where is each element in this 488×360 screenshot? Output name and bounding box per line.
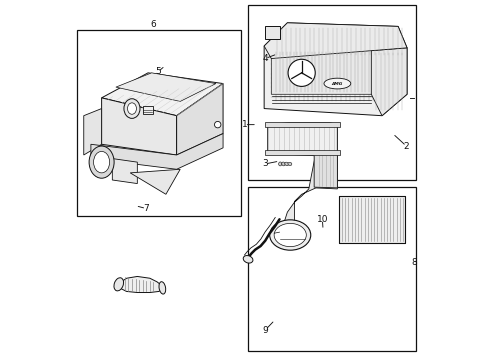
- Polygon shape: [102, 98, 176, 155]
- Polygon shape: [267, 123, 337, 156]
- Text: 8: 8: [410, 258, 416, 267]
- Ellipse shape: [214, 121, 221, 128]
- Polygon shape: [176, 84, 223, 155]
- Ellipse shape: [89, 146, 114, 178]
- Polygon shape: [264, 23, 406, 59]
- Text: 4: 4: [262, 54, 267, 63]
- Ellipse shape: [274, 224, 305, 247]
- Text: 5: 5: [155, 67, 161, 76]
- Ellipse shape: [114, 278, 123, 291]
- Ellipse shape: [278, 162, 281, 166]
- Bar: [264, 150, 340, 156]
- Bar: [264, 122, 340, 127]
- Ellipse shape: [281, 162, 285, 166]
- Polygon shape: [116, 73, 216, 102]
- Bar: [77, 30, 241, 216]
- Polygon shape: [83, 109, 102, 155]
- Polygon shape: [91, 134, 223, 169]
- Text: 6: 6: [150, 20, 156, 29]
- Polygon shape: [112, 158, 137, 184]
- Circle shape: [287, 59, 315, 86]
- Text: 9: 9: [262, 325, 267, 334]
- Ellipse shape: [243, 256, 252, 263]
- Bar: [247, 5, 415, 180]
- Ellipse shape: [269, 220, 310, 250]
- Ellipse shape: [159, 282, 165, 294]
- Polygon shape: [284, 152, 337, 221]
- Polygon shape: [102, 73, 223, 116]
- Polygon shape: [313, 152, 337, 188]
- Ellipse shape: [324, 78, 350, 89]
- Text: 3: 3: [262, 159, 267, 168]
- Polygon shape: [271, 46, 372, 94]
- Text: AMG: AMG: [331, 82, 343, 86]
- Text: 2: 2: [403, 141, 408, 150]
- Text: 10: 10: [316, 215, 327, 224]
- Ellipse shape: [127, 103, 136, 114]
- Text: 1: 1: [241, 120, 247, 129]
- Ellipse shape: [93, 152, 109, 173]
- Ellipse shape: [123, 99, 140, 118]
- Bar: [264, 26, 280, 39]
- Bar: [339, 196, 405, 243]
- Text: 7: 7: [143, 204, 149, 213]
- Polygon shape: [130, 169, 180, 194]
- Ellipse shape: [284, 162, 288, 166]
- Polygon shape: [370, 48, 406, 116]
- Polygon shape: [264, 23, 406, 116]
- Polygon shape: [119, 276, 163, 293]
- Ellipse shape: [287, 162, 291, 166]
- Bar: [247, 187, 415, 351]
- Bar: [339, 196, 405, 243]
- Bar: [142, 106, 152, 114]
